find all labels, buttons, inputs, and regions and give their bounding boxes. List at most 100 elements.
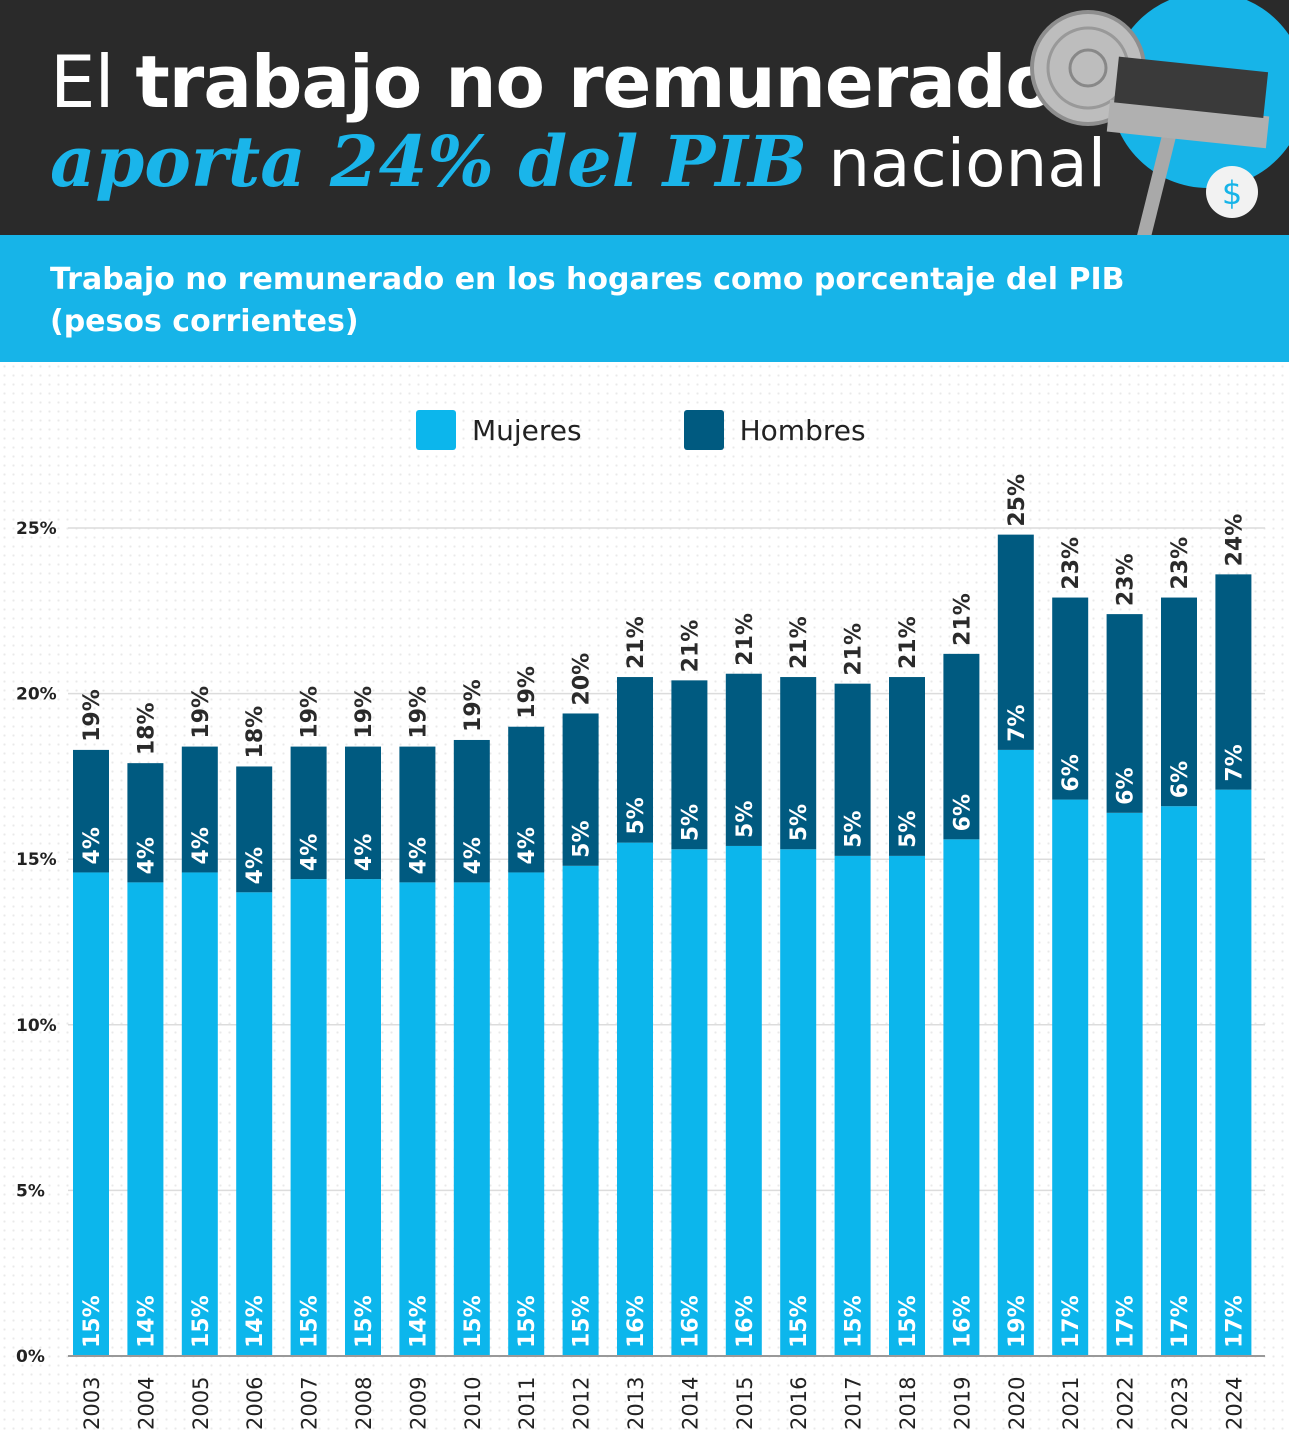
bar-mujeres <box>290 879 327 1356</box>
title-line-1: El trabajo no remunerado <box>50 40 1055 124</box>
bar-hombres <box>617 677 653 843</box>
bar-mujeres <box>834 855 871 1356</box>
data-label-mujeres: 15% <box>298 1295 323 1348</box>
data-label-mujeres: 17% <box>1222 1295 1247 1348</box>
bar-mujeres <box>453 882 490 1356</box>
data-label-hombres: 6% <box>1168 761 1193 798</box>
bar-mujeres <box>889 855 925 1356</box>
data-label-mujeres: 17% <box>1059 1295 1084 1348</box>
y-tick-label: 20% <box>16 685 57 705</box>
bar-mujeres <box>943 839 980 1356</box>
dollar-icon: $ <box>1206 166 1258 218</box>
y-tick-label: 5% <box>16 1181 45 1201</box>
x-tick-label: 2022 <box>1114 1377 1138 1430</box>
data-label-total: 21% <box>733 613 758 666</box>
data-label-total: 19% <box>406 686 431 739</box>
data-label-total: 25% <box>1005 474 1030 527</box>
bar-hombres <box>834 683 871 856</box>
bar-mujeres <box>997 749 1034 1356</box>
bar-mujeres <box>236 892 273 1356</box>
data-label-total: 19% <box>80 689 105 742</box>
bar-mujeres <box>127 882 164 1356</box>
bar-mujeres <box>671 849 708 1356</box>
data-label-hombres: 4% <box>243 847 268 884</box>
data-label-hombres: 7% <box>1005 705 1030 742</box>
data-label-mujeres: 15% <box>515 1295 540 1348</box>
bar-hombres <box>181 746 218 873</box>
x-tick-label: 2024 <box>1222 1377 1246 1430</box>
y-tick-label: 25% <box>16 519 57 539</box>
x-tick-label: 2003 <box>80 1377 104 1430</box>
data-label-mujeres: 14% <box>243 1295 268 1348</box>
data-label-mujeres: 14% <box>134 1295 159 1348</box>
bar-hombres <box>1106 614 1143 813</box>
data-label-mujeres: 15% <box>896 1295 921 1348</box>
legend-item-mujeres: Mujeres <box>416 410 582 450</box>
title-line-2: aporta 24% del PIB nacional <box>50 120 1106 203</box>
x-tick-label: 2017 <box>842 1377 866 1430</box>
svg-text:$: $ <box>1222 174 1242 212</box>
bar-hombres <box>889 677 925 856</box>
bar-mujeres <box>73 872 109 1356</box>
data-label-mujeres: 17% <box>1114 1295 1139 1348</box>
data-label-total: 24% <box>1222 514 1247 567</box>
data-label-hombres: 5% <box>678 804 703 841</box>
x-tick-label: 2004 <box>134 1377 158 1430</box>
title-light: El <box>50 40 136 124</box>
data-label-total: 21% <box>896 616 921 669</box>
data-label-total: 19% <box>352 686 377 739</box>
bar-hombres <box>399 746 436 883</box>
bar-mujeres <box>508 872 545 1356</box>
data-label-total: 21% <box>842 623 867 676</box>
data-label-mujeres: 16% <box>678 1295 703 1348</box>
x-tick-label: 2013 <box>624 1377 648 1430</box>
data-label-hombres: 5% <box>570 820 595 857</box>
bar-hombres <box>73 749 109 873</box>
data-label-total: 20% <box>570 653 595 706</box>
bar-hombres <box>780 677 817 850</box>
header-illustration: $ <box>1030 0 1289 235</box>
title-rest: nacional <box>807 125 1107 202</box>
data-label-mujeres: 14% <box>406 1295 431 1348</box>
subtitle-band: Trabajo no remunerado en los hogares com… <box>0 235 1289 362</box>
header-banner: El trabajo no remunerado aporta 24% del … <box>0 0 1289 235</box>
bar-mujeres <box>1215 789 1252 1356</box>
title-bold: trabajo no remunerado <box>135 40 1054 124</box>
bar-hombres <box>671 680 708 850</box>
data-label-mujeres: 15% <box>461 1295 486 1348</box>
bar-mujeres <box>725 845 762 1356</box>
bar-mujeres <box>399 882 436 1356</box>
x-tick-label: 2010 <box>461 1377 485 1430</box>
title-emphasis: aporta 24% del PIB <box>50 120 808 203</box>
data-label-total: 21% <box>950 593 975 646</box>
data-label-total: 23% <box>1059 537 1084 590</box>
x-tick-label: 2023 <box>1168 1377 1192 1430</box>
bar-hombres <box>345 746 381 880</box>
x-tick-label: 2021 <box>1059 1377 1083 1430</box>
data-label-hombres: 4% <box>189 827 214 864</box>
data-label-hombres: 4% <box>134 837 159 874</box>
x-tick-label: 2006 <box>243 1377 267 1430</box>
y-tick-label: 10% <box>16 1016 57 1036</box>
data-label-hombres: 4% <box>80 827 105 864</box>
bar-hombres <box>1161 597 1197 807</box>
data-label-total: 21% <box>787 616 812 669</box>
data-label-mujeres: 15% <box>570 1295 595 1348</box>
data-label-hombres: 5% <box>896 811 921 848</box>
legend-swatch-mujeres <box>416 410 456 450</box>
data-label-total: 18% <box>134 702 159 755</box>
data-label-total: 19% <box>461 679 486 732</box>
bar-hombres <box>508 726 545 873</box>
legend-label-mujeres: Mujeres <box>472 413 582 447</box>
data-label-mujeres: 16% <box>733 1295 758 1348</box>
x-tick-label: 2008 <box>352 1377 376 1430</box>
bar-hombres <box>943 653 980 840</box>
x-tick-label: 2011 <box>515 1377 539 1430</box>
x-tick-label: 2018 <box>896 1377 920 1430</box>
data-label-hombres: 5% <box>733 801 758 838</box>
x-tick-label: 2016 <box>787 1377 811 1430</box>
data-label-hombres: 5% <box>624 797 649 834</box>
bar-hombres <box>562 713 599 866</box>
x-tick-label: 2009 <box>406 1377 430 1430</box>
x-tick-label: 2005 <box>189 1377 213 1430</box>
